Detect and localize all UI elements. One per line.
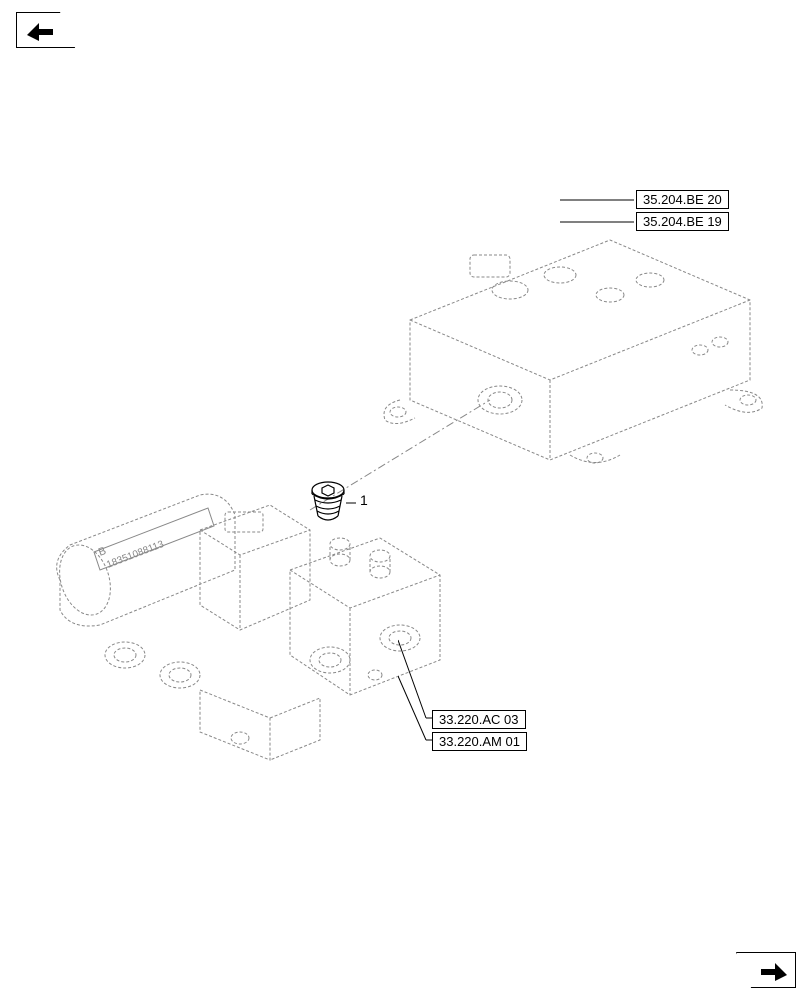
bottom-valve-assembly: B 18351088113 — [40, 460, 480, 800]
arrow-forward-icon — [737, 953, 797, 989]
ref-label-bottom-2: 33.220.AM 01 — [432, 732, 527, 751]
ref-label-top-2: 35.204.BE 19 — [636, 212, 729, 231]
bottom-label-leaders — [398, 636, 558, 746]
page-icon-bottom-right — [736, 952, 796, 988]
serial-number-text: 18351088113 — [105, 539, 166, 571]
ref-label-bottom-1: 33.220.AC 03 — [432, 710, 526, 729]
page-icon-top-left — [16, 12, 76, 48]
ref-label-top-1: 35.204.BE 20 — [636, 190, 729, 209]
arrow-return-icon — [17, 13, 77, 49]
